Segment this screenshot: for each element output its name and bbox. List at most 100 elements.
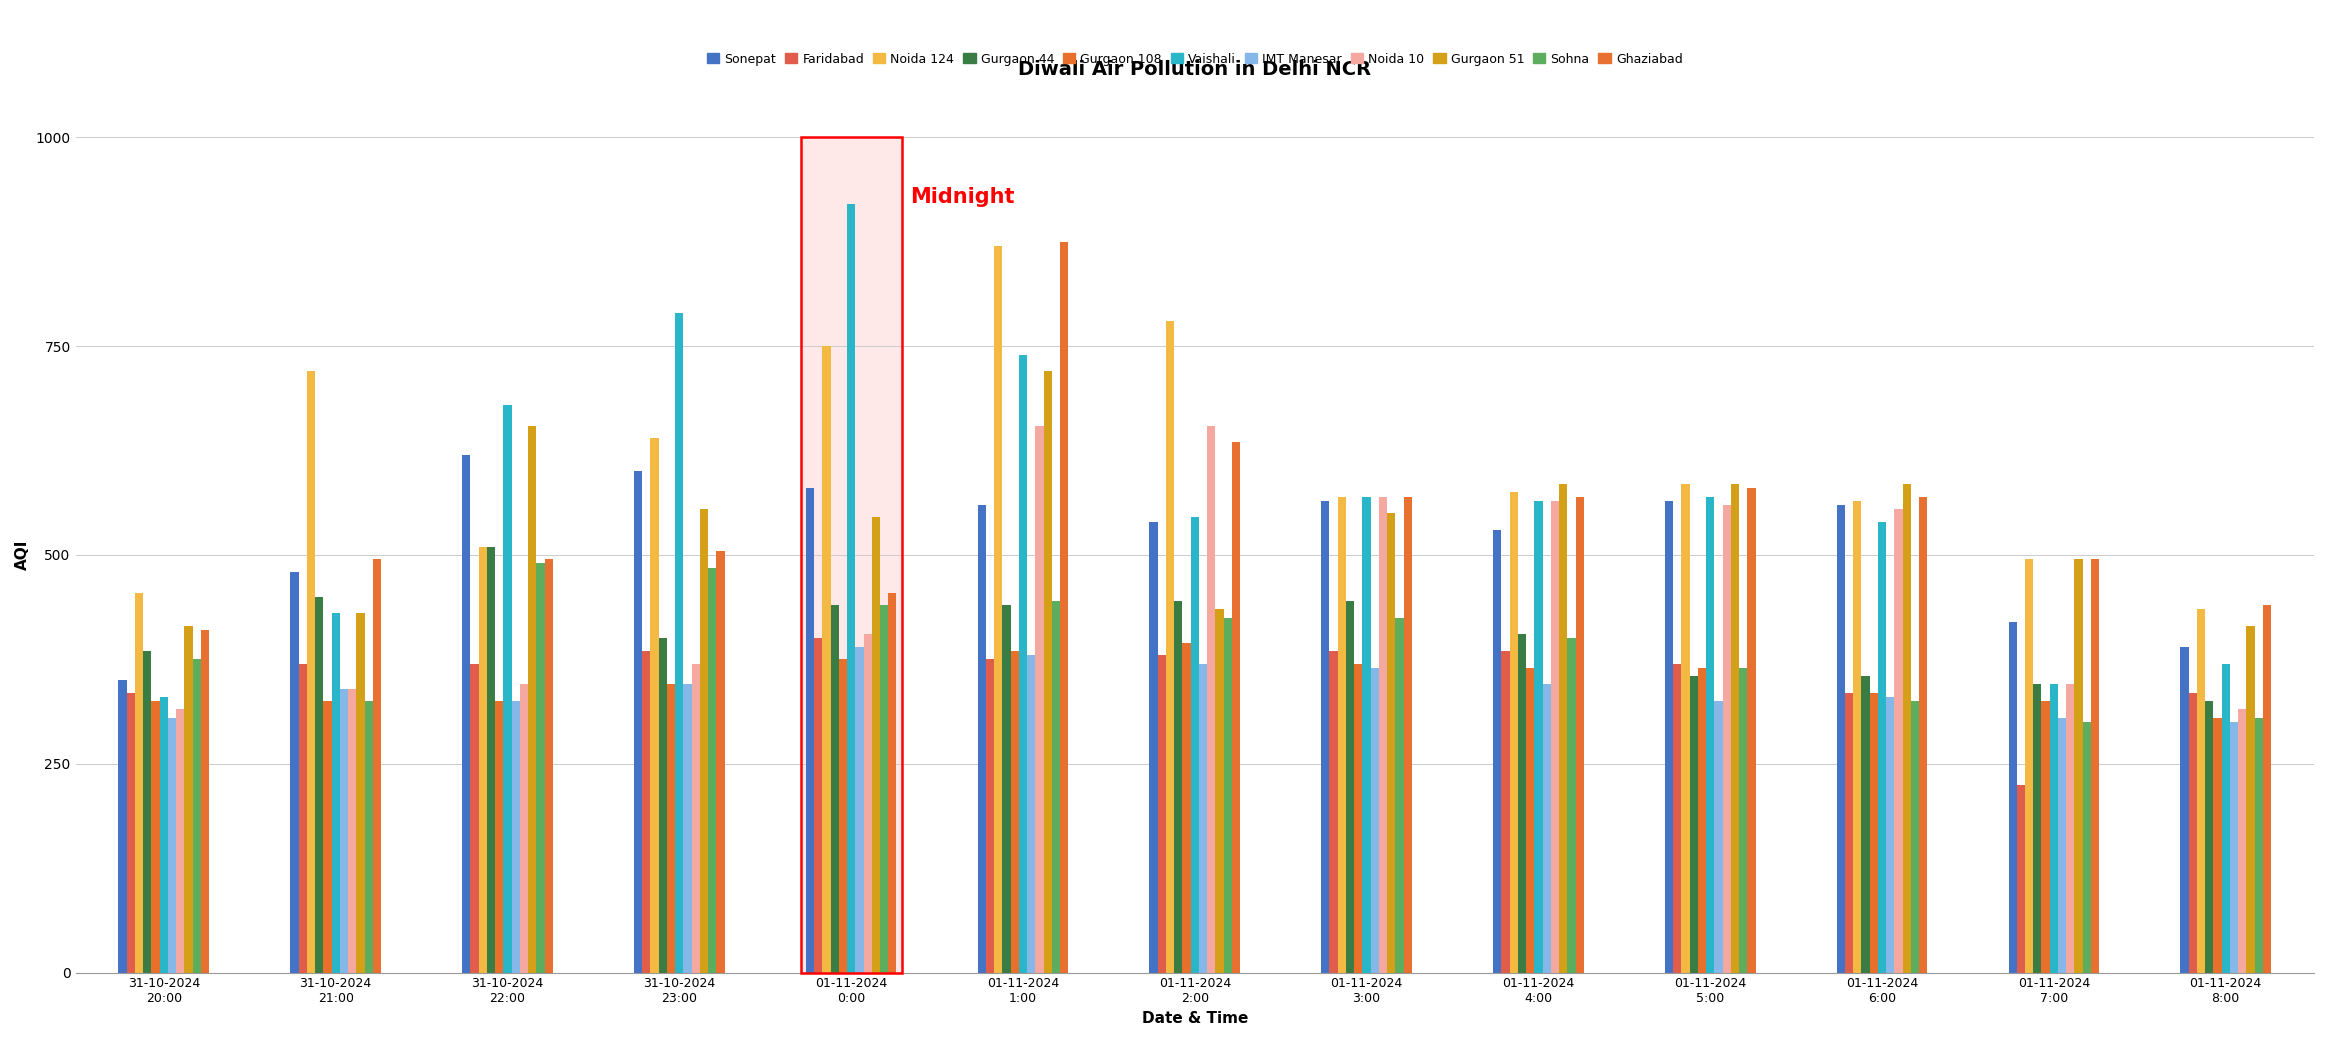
Bar [1388,513,1395,972]
Bar [1740,667,1747,972]
Bar [1216,609,1223,972]
Bar [1060,242,1069,972]
Bar [633,472,643,972]
Bar [347,688,356,972]
Bar [1845,692,1854,972]
Bar [643,651,650,972]
Bar [356,613,366,972]
Bar [177,710,184,972]
Y-axis label: AQI: AQI [14,540,30,570]
Bar [151,702,161,972]
Bar [2196,609,2206,972]
Bar [682,684,692,972]
Bar [1223,617,1232,972]
Bar [331,613,340,972]
Bar [340,688,347,972]
Bar [503,405,512,972]
Bar [1689,676,1698,972]
Bar [2082,722,2091,972]
Bar [545,559,552,972]
Bar [701,509,708,972]
Bar [2206,702,2213,972]
Bar [529,426,536,972]
Bar [659,638,666,972]
Bar [2264,605,2271,972]
Bar [708,567,717,972]
Bar [1558,484,1567,972]
Bar [1519,634,1525,972]
Bar [119,680,126,972]
Bar [978,505,985,972]
Bar [536,563,545,972]
Bar [2254,718,2264,972]
Bar [298,663,307,972]
Bar [1542,684,1551,972]
Title: Diwali Air Pollution in Delhi NCR: Diwali Air Pollution in Delhi NCR [1018,60,1372,79]
Bar [1861,676,1870,972]
Bar [2229,722,2238,972]
Bar [496,702,503,972]
Bar [815,638,822,972]
Bar [1395,617,1404,972]
Bar [1206,426,1216,972]
Bar [1372,667,1379,972]
Bar [848,204,855,972]
Bar [1158,655,1167,972]
Bar [717,551,724,972]
Bar [1043,372,1053,972]
Bar [1346,601,1353,972]
Bar [1353,663,1362,972]
Bar [1910,702,1919,972]
Bar [470,663,480,972]
Bar [1877,522,1886,972]
Bar [1535,501,1542,972]
Bar [161,697,168,972]
Bar [126,692,135,972]
Bar [1903,484,1910,972]
Bar [1665,501,1672,972]
Bar [1321,501,1330,972]
Bar [2043,702,2050,972]
Bar [135,592,144,972]
Bar [168,718,177,972]
Bar [1330,651,1337,972]
Bar [2075,559,2082,972]
Bar [2180,646,2189,972]
Bar [1018,355,1027,972]
Bar [864,634,871,972]
Bar [1337,497,1346,972]
Bar [1379,497,1388,972]
Bar [512,702,519,972]
Bar [324,702,331,972]
Bar [831,605,838,972]
Bar [985,659,994,972]
Bar [1011,651,1018,972]
Bar [2091,559,2098,972]
Bar [1174,601,1183,972]
Bar [2213,718,2222,972]
Bar [461,455,470,972]
Bar [1493,530,1502,972]
Bar [2024,559,2033,972]
Bar [1167,321,1174,972]
Bar [200,630,210,972]
Bar [1838,505,1845,972]
Bar [1232,442,1239,972]
Bar [1870,692,1877,972]
Legend: Sonepat, Faridabad, Noida 124, Gurgaon 44, Gurgaon 108, Vaishali, IMT Manesar, N: Sonepat, Faridabad, Noida 124, Gurgaon 4… [701,48,1689,71]
Bar [675,312,682,972]
Bar [994,246,1001,972]
Bar [307,372,314,972]
Bar [822,347,831,972]
Bar [1027,655,1036,972]
Bar [1053,601,1060,972]
Bar [184,626,193,972]
Bar [855,646,864,972]
Bar [1183,642,1190,972]
Bar [1707,497,1714,972]
Bar [666,684,675,972]
Bar [2238,710,2245,972]
Bar [1551,501,1558,972]
Bar [1854,501,1861,972]
Bar [880,605,887,972]
